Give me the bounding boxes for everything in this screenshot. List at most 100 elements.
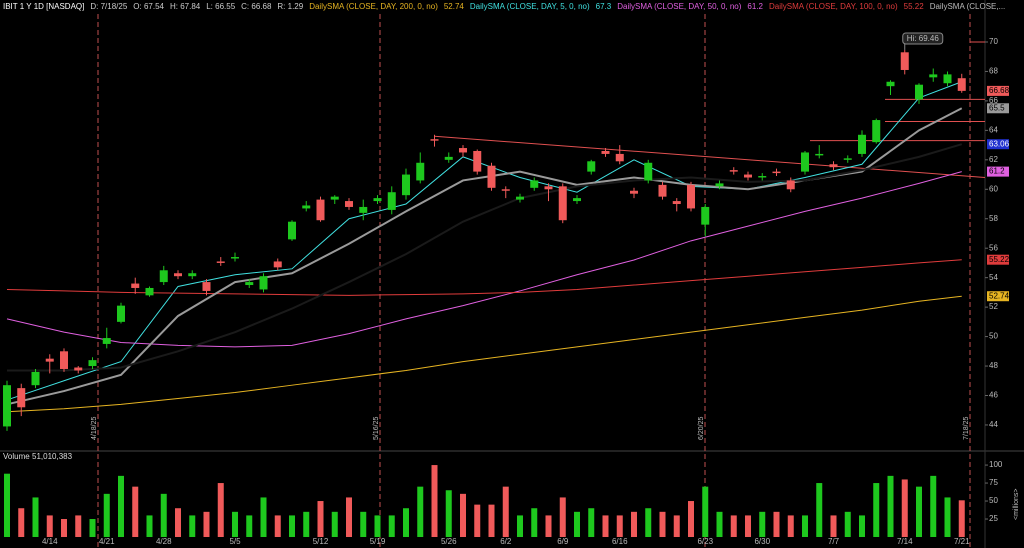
candle-body [473,150,482,172]
header-text: O: 67.54 [133,2,164,11]
header-text: R: 1.29 [277,2,303,11]
candle-body [416,162,425,181]
candle-body [544,186,553,190]
y-tick-label: 56 [989,243,998,252]
candle-body [31,371,40,386]
y-tick-label: 52 [989,302,998,311]
volume-bar [616,515,623,537]
x-tick-label: 5/26 [441,537,457,546]
candle-body [273,261,282,268]
volume-bar [103,493,110,537]
volume-bar [160,493,167,537]
candle-body [530,180,539,188]
candle-body [687,184,695,209]
candle-body [316,199,325,221]
volume-bar [602,515,609,537]
date-marker-label: 5/16/25 [373,417,380,440]
volume-tick-label: 75 [989,478,998,487]
price-box-label: 66.68 [989,86,1010,95]
price-box [987,166,1009,177]
volume-bar [745,515,751,537]
volume-bar [688,501,694,537]
candle-body [801,152,809,172]
volume-bar [559,497,566,537]
volume-bar [61,519,67,537]
trendline [434,135,986,178]
y-tick-label: 68 [989,67,998,76]
candle-body [359,206,368,213]
x-tick-label: 6/2 [500,537,512,546]
volume-bar [502,486,509,537]
volume-bar [289,515,295,537]
volume-bar [716,511,723,537]
volume-bar [132,486,139,537]
header-text: H: 67.84 [170,2,201,11]
candle-body [886,81,895,87]
candle-body [957,78,966,91]
volume-bar [217,483,224,537]
volume-bar [517,515,523,537]
candle-body [387,192,396,210]
candle-body [644,162,653,181]
volume-bar [631,511,637,537]
header-text: IBIT 1 Y 1D [NASDAQ] [3,2,84,11]
header-text: 67.3 [596,2,612,11]
volume-value: 51,010,383 [32,452,73,461]
price-box [987,103,1009,114]
y-tick-label: 44 [989,420,998,429]
sma-line [6,171,962,348]
volume-bar [203,511,210,537]
volume-bar [445,490,452,537]
volume-bar [303,511,310,537]
candle-body [701,206,710,225]
price-box-label: 61.2 [989,167,1005,176]
x-tick-label: 7/21 [954,537,970,546]
volume-bar [730,515,737,537]
y-tick-label: 48 [989,361,998,370]
price-box-label: 63.06 [989,139,1010,148]
volume-bar [374,515,381,537]
x-tick-label: 4/28 [156,537,172,546]
volume-bar [859,515,865,537]
price-box [987,254,1009,265]
candle-body [815,153,824,156]
volume-bar [816,483,823,537]
volume-tick-label: 100 [989,460,1003,469]
date-marker-label: 4/18/25 [91,417,98,440]
candle-body [516,196,524,200]
volume-bar [830,515,837,537]
volume-bar [659,511,666,537]
candle-body [772,171,781,174]
header-text: DailySMA (CLOSE, DAY, 200, 0, no) [309,2,438,11]
volume-bar [331,511,338,537]
x-tick-label: 7/7 [828,537,840,546]
volume-bar [545,515,552,537]
volume-bar [403,508,409,537]
candle-body [60,351,68,369]
candle-body [573,198,581,202]
volume-bar [844,511,851,537]
candle-body [74,367,83,371]
candle-body [744,174,752,178]
volume-bar [474,504,481,537]
volume-bar [317,501,324,537]
candle-body [288,221,296,240]
volume-bar [673,515,680,537]
candle-body [216,261,225,263]
price-box-label: 52.74 [989,291,1010,300]
candle-body [459,148,467,153]
candle-body [117,305,125,322]
sma-line [6,259,962,296]
volume-bar [274,515,281,537]
candle-body [102,338,111,344]
candle-body [145,287,154,296]
header-text: DailySMA (CLOSE, DAY, 100, 0, no) [769,2,898,11]
volume-bar [89,519,96,537]
header-text: 55.22 [904,2,925,11]
price-box-label: 65.5 [989,103,1005,112]
volume-bar [346,497,352,537]
date-marker-label: 6/20/25 [698,417,705,440]
price-box [987,139,1009,150]
x-tick-label: 4/14 [42,537,58,546]
